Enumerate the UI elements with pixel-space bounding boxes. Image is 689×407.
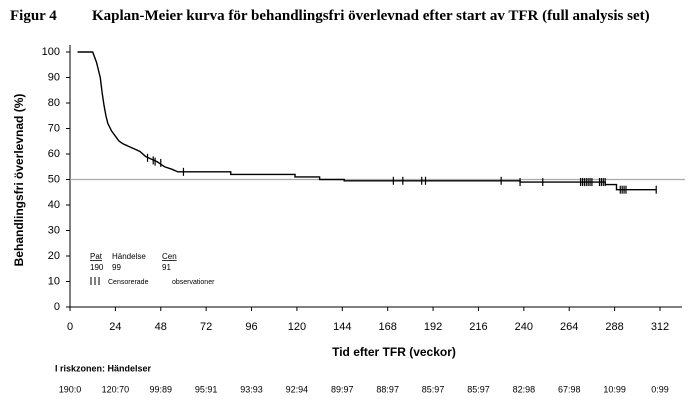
x-tick-label: 96 (245, 321, 257, 333)
x-tick-label: 48 (155, 321, 167, 333)
legend-header: Händelse (112, 252, 146, 261)
x-tick-label: 288 (605, 321, 623, 333)
y-tick-label: 70 (48, 122, 60, 134)
x-tick-label: 240 (515, 321, 533, 333)
x-tick-label: 72 (200, 321, 212, 333)
risk-value: 95:91 (195, 384, 218, 394)
y-tick-label: 80 (48, 97, 60, 109)
risk-value: 85:97 (422, 384, 445, 394)
y-tick-label: 90 (48, 71, 60, 83)
legend-censor-text: Censorerade (108, 279, 149, 286)
y-tick-label: 10 (48, 275, 60, 287)
risk-value: 99:89 (150, 384, 173, 394)
x-tick-label: 216 (469, 321, 487, 333)
legend-censor-icon (90, 277, 100, 285)
risk-value: 82:98 (513, 384, 536, 394)
x-tick-label: 24 (109, 321, 121, 333)
y-tick-label: 60 (48, 148, 60, 160)
risk-value: 10:99 (603, 384, 626, 394)
x-tick-label: 192 (424, 321, 442, 333)
legend-value: 99 (112, 263, 121, 272)
legend-header: Cen (162, 252, 177, 261)
legend-value: 190 (90, 263, 104, 272)
risk-value: 85:97 (467, 384, 490, 394)
x-tick-label: 168 (379, 321, 397, 333)
x-tick-label: 0 (67, 321, 73, 333)
legend-value: 91 (162, 263, 171, 272)
y-tick-label: 40 (48, 199, 60, 211)
risk-value: 92:94 (286, 384, 309, 394)
x-tick-label: 144 (333, 321, 351, 333)
risk-value: 93:93 (240, 384, 263, 394)
y-tick-label: 0 (54, 301, 60, 313)
risk-value: 0:99 (651, 384, 669, 394)
x-axis-label: Tid efter TFR (veckor) (332, 345, 456, 359)
risk-value: 67:98 (558, 384, 581, 394)
risk-value: 190:0 (59, 384, 82, 394)
x-tick-label: 312 (651, 321, 669, 333)
risk-value: 89:97 (331, 384, 354, 394)
risk-value: 120:70 (102, 384, 130, 394)
y-tick-label: 20 (48, 250, 60, 262)
y-tick-label: 50 (48, 173, 60, 185)
y-tick-label: 100 (42, 46, 60, 58)
x-tick-label: 264 (560, 321, 578, 333)
x-tick-label: 120 (288, 321, 306, 333)
legend-censor-text: observationer (172, 279, 215, 286)
y-axis-label: Behandlingsfri överlevnad (%) (12, 94, 26, 267)
chart-title: Kaplan-Meier kurva för behandlingsfri öv… (92, 8, 650, 24)
y-tick-label: 30 (48, 224, 60, 236)
legend-header: Pat (90, 252, 103, 261)
risk-value: 88:97 (376, 384, 399, 394)
survival-curve (77, 51, 657, 191)
risk-table-title: I riskzonen: Händelser (55, 363, 152, 373)
figure-label: Figur 4 (10, 8, 57, 24)
